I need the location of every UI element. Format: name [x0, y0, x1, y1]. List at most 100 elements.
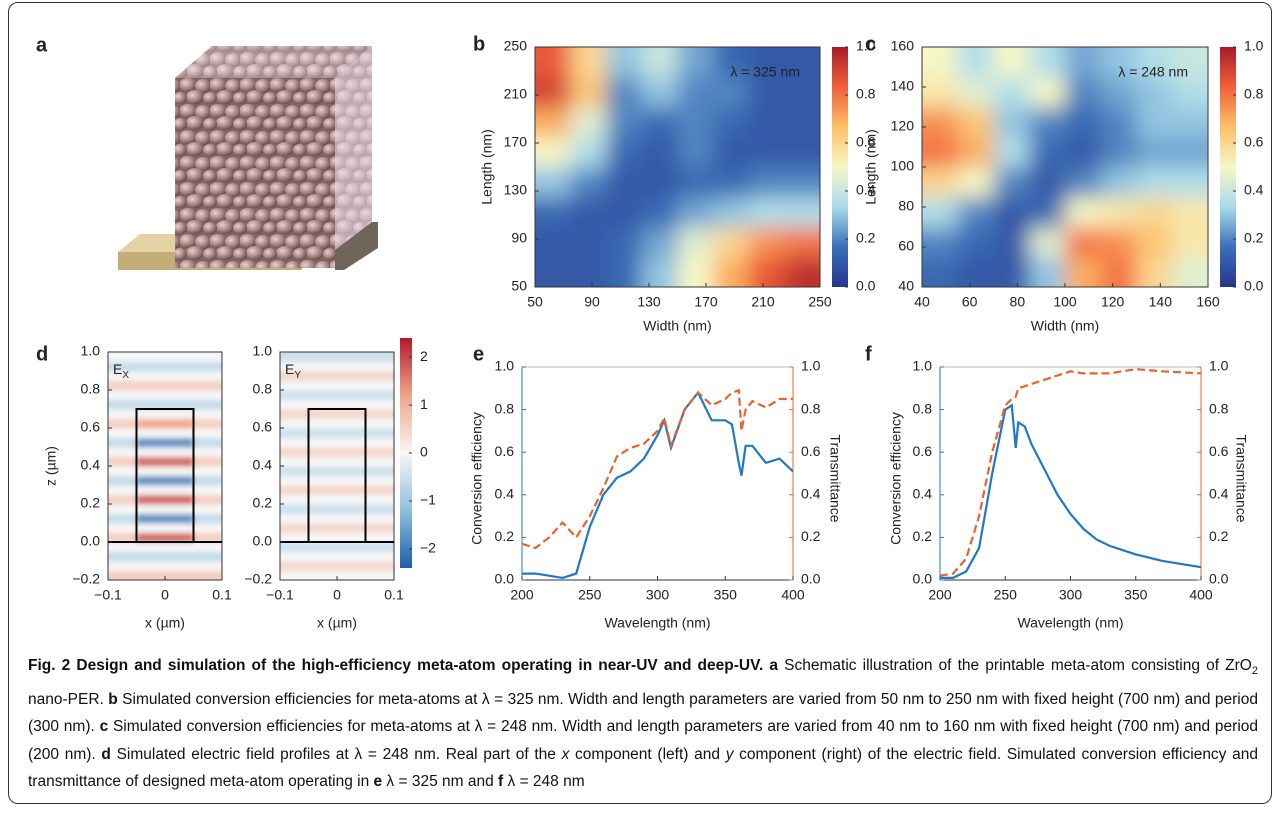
heatmap-cell: [108, 371, 137, 381]
heatmap-cells: [280, 352, 394, 580]
heatmap-cell: [337, 504, 366, 514]
colorbar-tick-label: 0.4: [1244, 182, 1264, 198]
heatmap-cell: [308, 561, 338, 571]
heatmap-cell: [365, 399, 394, 410]
heatmap-cell: [784, 227, 820, 258]
y-tick-label: 1.0: [495, 358, 515, 374]
y-tick-label: 0.2: [81, 495, 101, 511]
heatmap-cell: [165, 418, 194, 429]
colorbar-tick-label: 1.0: [1244, 38, 1264, 54]
caption-text: component (left) and: [569, 745, 726, 763]
heatmap-cell: [1029, 227, 1066, 258]
heatmap-cell: [193, 418, 222, 429]
heatmap-cell: [280, 513, 309, 524]
caption-text: d: [101, 745, 111, 763]
heatmap-cell: [308, 513, 338, 524]
heatmap-cell: [136, 428, 166, 438]
heatmap-cell: [1100, 167, 1137, 198]
heatmap-cell: [957, 197, 994, 228]
heatmap-cell: [748, 137, 785, 168]
heatmap-cell: [308, 466, 338, 476]
heatmap-cell: [957, 107, 994, 138]
heatmap-cell: [606, 107, 643, 138]
heatmap-cell: [677, 257, 714, 287]
heatmap-cell: [136, 570, 166, 580]
heatmap-cell: [108, 409, 137, 419]
heatmap-cell: [957, 167, 994, 198]
heatmap-cell: [193, 523, 222, 533]
heatmap-cell: [165, 447, 194, 457]
heatmap-cell: [308, 485, 338, 495]
heatmap-cell: [280, 371, 309, 381]
heatmap-cell: [922, 107, 959, 138]
heatmap-cell: [606, 227, 643, 258]
heatmap-cell: [136, 494, 166, 505]
heatmap-cell: [308, 523, 338, 533]
y-tick-label: 0.6: [801, 443, 821, 459]
heatmap-cell: [957, 47, 994, 78]
series-line: [521, 388, 793, 550]
heatmap-cell: [108, 352, 137, 362]
heatmap-cell: [337, 542, 366, 552]
heatmap-cell: [280, 551, 309, 562]
heatmap-cell: [365, 447, 394, 457]
x-tick-label: 0: [161, 587, 169, 603]
heatmap: [922, 47, 1208, 287]
y-tick-label: 0.4: [253, 457, 273, 473]
heatmap-cell: [193, 551, 222, 562]
heatmap-cell: [1172, 47, 1208, 78]
heatmap-cell: [337, 371, 366, 381]
axis-label: z (µm): [43, 446, 59, 486]
heatmap-cell: [365, 513, 394, 524]
annotation-base: E: [113, 361, 122, 377]
heatmap-cell: [193, 466, 222, 476]
heatmap-cell: [280, 485, 309, 495]
heatmap-cell: [280, 418, 309, 429]
heatmap-cell: [535, 137, 572, 168]
heatmap-cell: [337, 428, 366, 438]
heatmap-cell: [641, 47, 678, 78]
heatmap-cell: [713, 257, 750, 287]
heatmap-cell: [365, 551, 394, 562]
y-tick-label: 0.6: [913, 443, 933, 459]
heatmap-cell: [108, 532, 137, 543]
heatmap-cell: [280, 466, 309, 476]
heatmap-cell: [193, 475, 222, 486]
heatmap-cell: [993, 257, 1030, 287]
heatmap-cell: [337, 380, 366, 391]
heatmap-cell: [193, 485, 222, 495]
heatmap-cell: [570, 227, 607, 258]
heatmap-cell: [337, 570, 366, 580]
heatmap-cell: [748, 77, 785, 108]
annotation: EY: [285, 361, 301, 381]
panel-label: c: [865, 33, 876, 55]
axis-label: Width (nm): [1031, 318, 1099, 334]
heatmap-cell: [1100, 257, 1137, 287]
axis-label: x (µm): [145, 615, 185, 631]
heatmap-cell: [308, 542, 338, 552]
heatmap-cell: [365, 504, 394, 514]
heatmap-cell: [713, 197, 750, 228]
x-tick-label: 40: [914, 294, 930, 310]
heatmap-cell: [193, 352, 222, 362]
heatmap-cell: [308, 380, 338, 391]
heatmap-cell: [677, 167, 714, 198]
heatmap-cell: [993, 167, 1030, 198]
caption-text: e: [373, 773, 383, 791]
heatmap-cell: [165, 456, 194, 467]
annotation: EX: [113, 361, 129, 381]
heatmap-cell: [1172, 137, 1208, 168]
heatmap-cell: [1029, 47, 1066, 78]
y-tick-label: 250: [504, 38, 528, 54]
heatmap-cell: [641, 197, 678, 228]
y-tick-label: 0.4: [495, 486, 515, 502]
heatmap-cell: [784, 77, 820, 108]
heatmap-cell: [1065, 107, 1102, 138]
annotation-sub: Y: [294, 370, 301, 381]
heatmap-cell: [713, 227, 750, 258]
y-tick-label: 0.4: [81, 457, 101, 473]
heatmap-cell: [922, 137, 959, 168]
x-tick-label: 400: [781, 587, 805, 603]
x-tick-label: 210: [751, 294, 775, 310]
heatmap-cell: [570, 77, 607, 108]
